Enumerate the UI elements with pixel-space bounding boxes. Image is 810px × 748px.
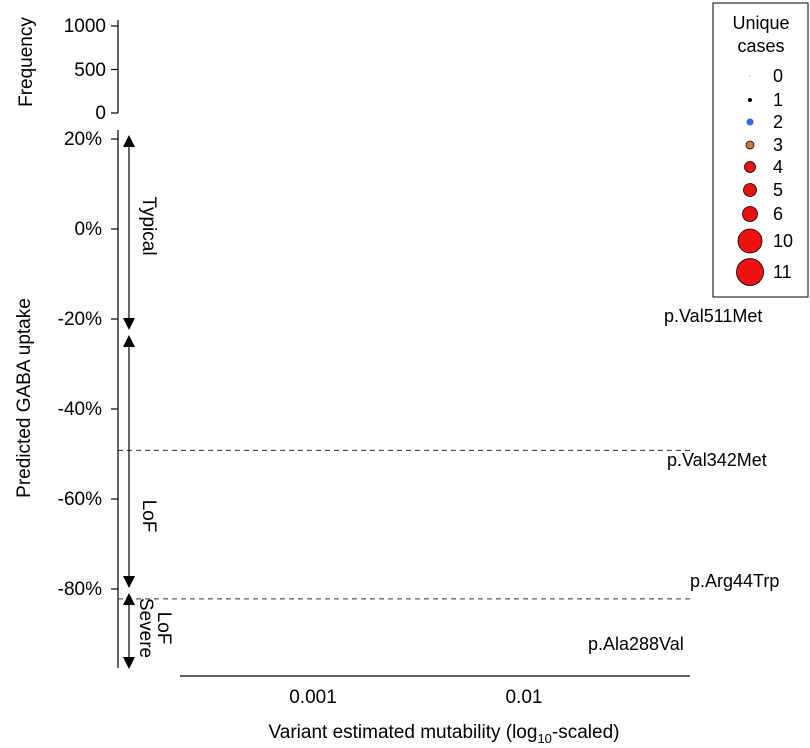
region-arrow-head bbox=[123, 318, 135, 330]
histogram-y-tick-label: 1000 bbox=[64, 16, 106, 37]
annotation-p-ala288val: p.Ala288Val bbox=[588, 634, 684, 654]
threshold-lines bbox=[118, 449, 690, 600]
legend-marker-11 bbox=[736, 258, 764, 286]
histogram-y-tick-label: 500 bbox=[74, 60, 106, 81]
legend-label-2: 2 bbox=[773, 112, 783, 132]
legend-box bbox=[712, 2, 809, 298]
scatter-y-axis-title: Predicted GABA uptake bbox=[14, 298, 35, 498]
x-axis-title-tail: -scaled) bbox=[552, 722, 620, 743]
legend-marker-5 bbox=[743, 183, 757, 197]
legend-marker-0 bbox=[749, 75, 751, 77]
histogram-y-axis-title: Frequency bbox=[16, 17, 37, 107]
region-label-severe-lof: LoF bbox=[153, 612, 174, 645]
annotation-p-arg44trp: p.Arg44Trp bbox=[690, 571, 779, 591]
legend-label-0: 0 bbox=[773, 66, 783, 86]
scatter-y-ticks bbox=[111, 138, 118, 590]
legend-title-line1: Unique bbox=[732, 13, 789, 33]
x-axis-title-main: Variant estimated mutability (log bbox=[269, 722, 538, 743]
y-tick-label-minus-60: -60% bbox=[58, 489, 102, 510]
legend-marker-10 bbox=[737, 228, 763, 254]
legend-label-3: 3 bbox=[773, 135, 783, 155]
legend-label-5: 5 bbox=[773, 180, 783, 200]
region-arrow-head bbox=[123, 657, 135, 669]
y-tick-label-20: 20% bbox=[64, 129, 102, 150]
legend-marker-6 bbox=[742, 206, 758, 222]
legend-marker-2 bbox=[746, 118, 754, 126]
region-label-typical: Typical bbox=[138, 196, 159, 255]
x-tick-label-0.01: 0.01 bbox=[506, 687, 543, 708]
y-tick-label-minus-80: -80% bbox=[58, 579, 102, 600]
region-lof: LoF bbox=[123, 335, 159, 588]
y-tick-label-minus-40: -40% bbox=[58, 399, 102, 420]
legend-label-11: 11 bbox=[773, 262, 792, 282]
region-severe-lof: Severe LoF bbox=[123, 593, 174, 669]
y-tick-label-minus-20: -20% bbox=[58, 309, 102, 330]
scatter-panel: 20% 0% -20% -40% -60% -80% Predicted GAB… bbox=[14, 129, 779, 746]
region-label-severe: Severe bbox=[135, 598, 156, 658]
legend-label-6: 6 bbox=[773, 204, 783, 224]
x-tick-label-0.001: 0.001 bbox=[289, 687, 337, 708]
region-arrow-head bbox=[123, 593, 135, 605]
region-typical: Typical bbox=[123, 135, 159, 330]
region-arrow-head bbox=[123, 576, 135, 588]
legend-label-1: 1 bbox=[773, 90, 783, 110]
region-arrow-head bbox=[123, 335, 135, 347]
legend-marker-3 bbox=[745, 140, 755, 150]
annotation-p-val511met: p.Val511Met bbox=[664, 306, 762, 326]
legend-marker-1 bbox=[748, 98, 752, 102]
x-axis-title-subscript: 10 bbox=[537, 731, 551, 746]
y-tick-label-0: 0% bbox=[75, 219, 103, 240]
histogram-panel: 1000 500 0 Frequency bbox=[16, 16, 119, 124]
annotation-p-val342met: p.Val342Met bbox=[667, 450, 767, 470]
region-label-lof: LoF bbox=[138, 500, 159, 533]
legend-title-line2: cases bbox=[737, 36, 784, 56]
legend-marker-4 bbox=[744, 161, 756, 173]
region-arrow-head bbox=[123, 135, 135, 147]
histogram-y-tick-label: 0 bbox=[95, 103, 106, 124]
scatter-x-axis-title: Variant estimated mutability (log10-scal… bbox=[269, 722, 620, 746]
legend-label-10: 10 bbox=[773, 231, 793, 251]
legend-label-4: 4 bbox=[773, 157, 783, 177]
